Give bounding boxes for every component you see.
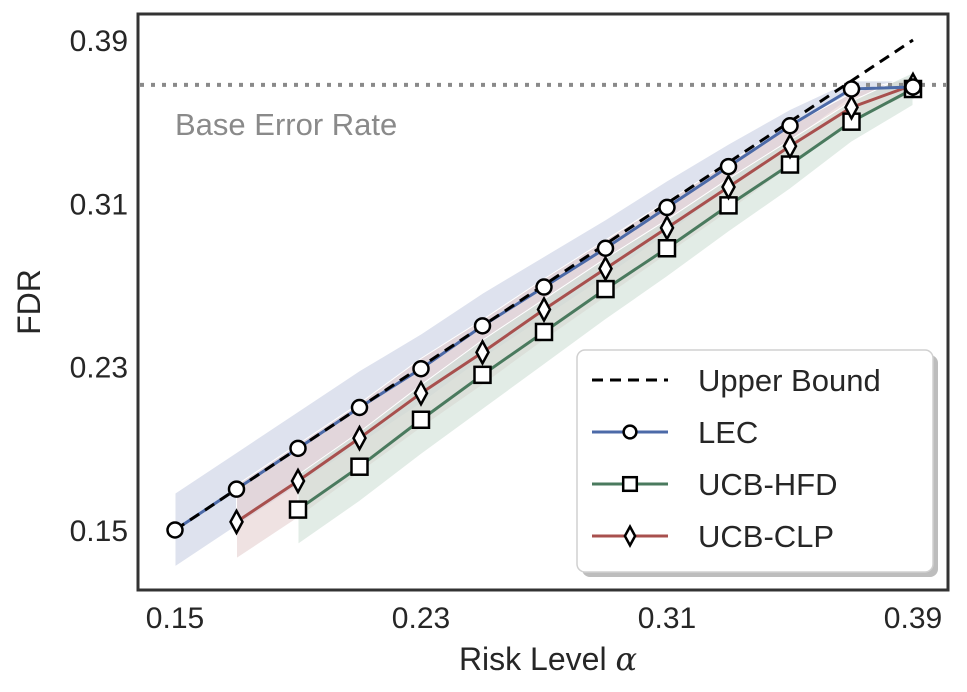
x-tick-label: 0.15	[146, 602, 204, 635]
square-marker-icon	[621, 475, 639, 493]
diamond-marker-icon	[598, 255, 613, 283]
circle-marker-icon	[596, 239, 615, 257]
square-marker-icon	[596, 279, 615, 299]
alpha-symbol: α	[615, 640, 637, 678]
y-axis-label: FDR	[11, 269, 47, 335]
y-tick-label: 0.39	[70, 25, 128, 58]
square-marker-icon	[473, 365, 492, 385]
legend-label: UCB-HFD	[698, 467, 838, 502]
legend-item-upper-bound: Upper Bound	[592, 363, 881, 398]
square-marker-icon	[657, 239, 677, 258]
legend-item-lec: LEC	[592, 415, 758, 450]
y-tick-label: 0.31	[70, 188, 128, 221]
band-ucb-hfd	[297, 71, 914, 546]
legend: Upper Bound LEC UCB-HFD UCB-CLP	[576, 349, 938, 577]
plot-frame	[136, 12, 950, 592]
circle-marker-icon	[719, 157, 738, 176]
circle-marker-icon	[781, 117, 799, 135]
diamond-marker-icon	[623, 524, 637, 548]
circle-marker-icon	[473, 317, 492, 335]
circle-marker-icon	[289, 439, 307, 458]
legend-label: UCB-CLP	[698, 519, 834, 554]
diamond-marker-icon	[536, 295, 552, 324]
legend-label: LEC	[698, 415, 758, 450]
circle-marker-icon	[412, 359, 430, 378]
y-tick-label: 0.15	[70, 515, 128, 548]
y-axis-ticks: 0.15 0.23 0.31 0.39	[70, 25, 128, 548]
diamond-marker-icon	[844, 93, 859, 121]
circle-marker-icon	[350, 398, 369, 417]
y-tick-label: 0.23	[70, 352, 128, 385]
square-marker-icon	[534, 322, 554, 342]
legend-item-ucb-clp: UCB-CLP	[592, 519, 834, 554]
base-error-rate-label: Base Error Rate	[175, 107, 397, 142]
diamond-marker-icon	[290, 467, 306, 495]
diamond-marker-icon	[475, 338, 490, 366]
x-tick-label: 0.31	[638, 602, 696, 635]
x-tick-label: 0.23	[392, 602, 450, 635]
diamond-marker-icon	[229, 508, 244, 536]
diamond-marker-icon	[782, 132, 798, 160]
x-tick-label: 0.39	[884, 602, 942, 635]
circle-marker-icon	[658, 198, 676, 217]
x-axis-label: Risk Level α	[459, 640, 637, 678]
diamond-marker-icon	[413, 379, 429, 407]
square-marker-icon	[411, 410, 431, 429]
x-axis-ticks: 0.15 0.23 0.31 0.39	[146, 602, 942, 635]
square-marker-icon	[350, 457, 369, 476]
diamond-marker-icon	[659, 214, 675, 242]
circle-marker-icon	[842, 80, 861, 98]
circle-marker-icon	[622, 424, 638, 440]
circle-marker-icon	[227, 480, 246, 498]
legend-label: Upper Bound	[698, 363, 881, 398]
circle-marker-icon	[535, 278, 553, 296]
x-axis-label-text: Risk Level	[459, 641, 616, 677]
diamond-marker-icon	[352, 424, 367, 452]
line-ucb-clp	[235, 83, 914, 524]
series-markers	[166, 71, 923, 539]
circle-marker-icon	[166, 521, 184, 539]
square-marker-icon	[288, 500, 308, 519]
legend-item-ucb-hfd: UCB-HFD	[592, 467, 838, 502]
circle-marker-icon	[904, 78, 922, 96]
diamond-marker-icon	[721, 173, 736, 201]
